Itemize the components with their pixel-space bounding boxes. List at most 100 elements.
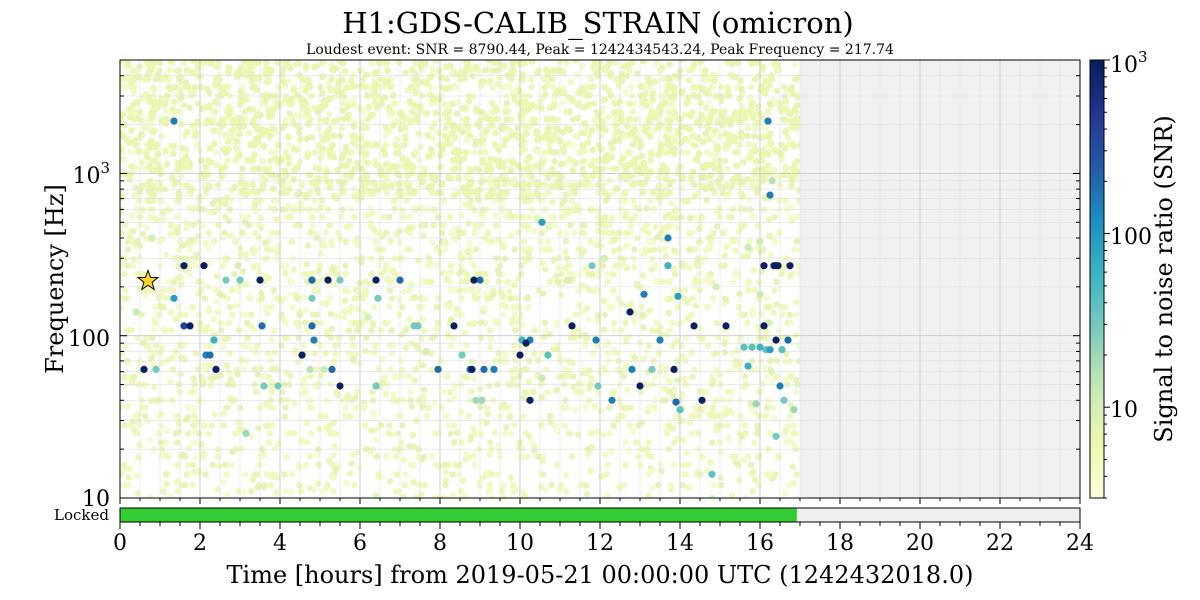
noise-dot bbox=[510, 159, 517, 167]
noise-dot bbox=[550, 131, 558, 138]
noise-dot bbox=[506, 288, 513, 295]
noise-dot bbox=[388, 267, 396, 274]
noise-dot bbox=[134, 334, 141, 342]
trigger-point bbox=[308, 322, 316, 330]
noise-dot bbox=[534, 191, 542, 199]
noise-dot bbox=[691, 142, 699, 149]
noise-dot bbox=[618, 77, 626, 85]
noise-dot bbox=[364, 159, 372, 167]
noise-dot bbox=[124, 262, 131, 269]
noise-dot bbox=[519, 321, 526, 328]
noise-dot bbox=[633, 204, 640, 211]
noise-dot bbox=[209, 461, 216, 469]
noise-dot bbox=[513, 295, 520, 302]
noise-dot bbox=[633, 166, 640, 174]
noise-dot bbox=[428, 151, 435, 158]
noise-dot bbox=[601, 84, 608, 91]
noise-dot bbox=[698, 85, 706, 93]
noise-dot bbox=[659, 64, 666, 71]
noise-dot bbox=[691, 278, 699, 285]
noise-dot bbox=[552, 89, 560, 97]
noise-dot bbox=[140, 339, 147, 346]
noise-dot bbox=[466, 202, 473, 210]
noise-dot bbox=[254, 134, 262, 142]
noise-dot bbox=[189, 122, 197, 129]
noise-dot bbox=[654, 278, 661, 285]
noise-dot bbox=[293, 163, 301, 171]
noise-dot bbox=[436, 67, 443, 75]
noise-dot bbox=[126, 113, 134, 121]
noise-dot bbox=[657, 461, 664, 469]
noise-dot bbox=[614, 77, 621, 85]
noise-dot bbox=[391, 205, 398, 213]
noise-dot bbox=[272, 154, 279, 162]
noise-dot bbox=[669, 343, 676, 350]
noise-dot bbox=[621, 366, 629, 373]
noise-dot bbox=[584, 139, 592, 147]
noise-dot bbox=[562, 248, 569, 256]
noise-dot bbox=[384, 275, 391, 283]
noise-dot bbox=[185, 445, 193, 452]
noise-dot bbox=[452, 462, 460, 469]
noise-dot bbox=[194, 118, 202, 126]
noise-dot bbox=[580, 222, 588, 229]
noise-dot bbox=[308, 134, 316, 141]
noise-dot bbox=[696, 226, 703, 233]
noise-dot bbox=[178, 280, 185, 288]
noise-dot bbox=[767, 141, 775, 148]
noise-dot bbox=[323, 129, 331, 137]
noise-dot bbox=[174, 478, 181, 486]
y-tick-label-1000-base: 10 bbox=[72, 164, 100, 189]
noise-dot bbox=[399, 303, 406, 311]
noise-dot bbox=[646, 238, 653, 245]
noise-dot bbox=[177, 94, 185, 102]
noise-dot bbox=[451, 382, 458, 389]
noise-dot bbox=[259, 130, 266, 138]
noise-dot bbox=[615, 262, 622, 269]
noise-dot bbox=[392, 141, 400, 149]
noise-dot bbox=[243, 213, 251, 221]
noise-dot bbox=[524, 106, 532, 113]
noise-dot bbox=[714, 412, 721, 420]
noise-dot bbox=[256, 461, 263, 469]
noise-dot bbox=[441, 388, 449, 396]
noise-dot bbox=[498, 194, 505, 202]
noise-dot bbox=[793, 298, 800, 306]
noise-dot bbox=[498, 488, 506, 495]
noise-dot bbox=[699, 257, 706, 265]
noise-dot bbox=[632, 116, 640, 123]
noise-dot bbox=[378, 246, 385, 254]
noise-dot bbox=[295, 60, 302, 67]
noise-dot bbox=[766, 303, 773, 311]
loudest-event-marker bbox=[136, 268, 160, 291]
noise-dot bbox=[748, 461, 755, 469]
noise-dot bbox=[120, 229, 125, 237]
noise-dot bbox=[133, 205, 140, 212]
noise-dot bbox=[748, 182, 755, 189]
noise-dot bbox=[680, 461, 687, 469]
noise-dot bbox=[123, 136, 131, 143]
noise-dot bbox=[461, 492, 469, 498]
noise-dot bbox=[666, 61, 673, 68]
noise-dot bbox=[490, 60, 498, 66]
noise-dot bbox=[179, 145, 187, 152]
noise-dot bbox=[492, 222, 500, 229]
noise-dot bbox=[657, 188, 665, 196]
noise-dot bbox=[482, 149, 490, 156]
noise-dot bbox=[342, 404, 350, 411]
noise-dot bbox=[228, 461, 235, 469]
noise-dot bbox=[347, 77, 355, 84]
noise-dot bbox=[362, 170, 370, 178]
noise-dot bbox=[717, 474, 724, 482]
noise-dot bbox=[725, 435, 732, 442]
noise-dot bbox=[647, 151, 655, 159]
noise-dot bbox=[572, 406, 579, 413]
noise-dot bbox=[132, 67, 139, 74]
noise-dot bbox=[717, 262, 725, 269]
noise-dot bbox=[232, 157, 239, 164]
noise-dot bbox=[673, 215, 680, 222]
noise-dot bbox=[688, 412, 695, 420]
noise-dot bbox=[290, 175, 298, 183]
noise-dot bbox=[326, 178, 334, 186]
noise-dot bbox=[202, 342, 209, 349]
